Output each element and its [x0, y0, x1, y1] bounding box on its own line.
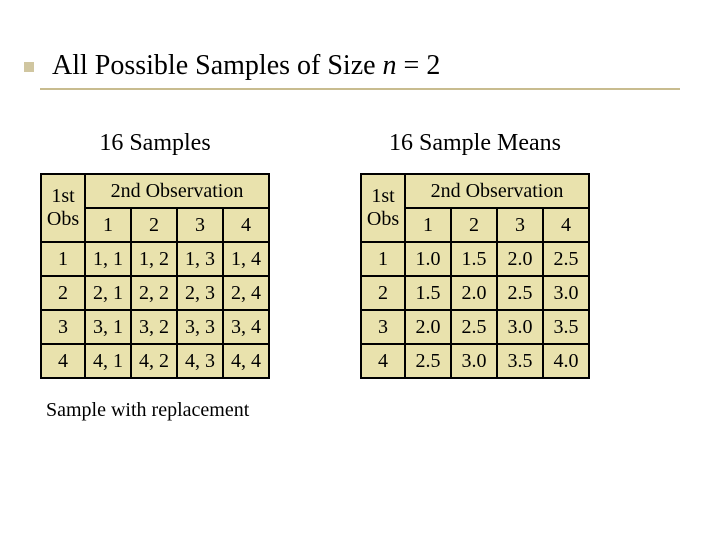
panel-caption-means: 16 Sample Means — [389, 130, 561, 157]
panel-caption-samples: 16 Samples — [99, 130, 210, 157]
header-second-obs: 2nd Observation — [85, 174, 269, 208]
panel-sample-means: 16 Sample Means 1st Obs 2nd Observation … — [360, 130, 590, 379]
col-label: 4 — [223, 208, 269, 242]
cell: 1, 1 — [85, 242, 131, 276]
cell: 3.5 — [543, 310, 589, 344]
title-italic-n: n — [383, 50, 397, 81]
cell: 3.0 — [543, 276, 589, 310]
cell: 3, 2 — [131, 310, 177, 344]
tables-row: 16 Samples 1st Obs 2nd Observation 1 2 3… — [40, 130, 680, 379]
cell: 4, 3 — [177, 344, 223, 378]
table-row: 4 4, 1 4, 2 4, 3 4, 4 — [41, 344, 269, 378]
panel-samples: 16 Samples 1st Obs 2nd Observation 1 2 3… — [40, 130, 270, 379]
cell: 3.0 — [497, 310, 543, 344]
cell: 1.5 — [451, 242, 497, 276]
cell: 2, 4 — [223, 276, 269, 310]
col-label: 1 — [405, 208, 451, 242]
col-label: 3 — [177, 208, 223, 242]
slide-container: All Possible Samples of Size n = 2 16 Sa… — [0, 0, 720, 540]
title-bullet — [24, 62, 34, 72]
cell: 4, 4 — [223, 344, 269, 378]
cell: 3.0 — [451, 344, 497, 378]
title-prefix: All Possible Samples of Size — [52, 50, 383, 81]
row-label: 2 — [41, 276, 85, 310]
cell: 1, 3 — [177, 242, 223, 276]
row-label: 3 — [41, 310, 85, 344]
cell: 2.5 — [543, 242, 589, 276]
slide-title: All Possible Samples of Size n = 2 — [52, 50, 680, 82]
cell: 4, 1 — [85, 344, 131, 378]
cell: 2.0 — [497, 242, 543, 276]
cell: 2, 2 — [131, 276, 177, 310]
cell: 1, 4 — [223, 242, 269, 276]
cell: 2.5 — [497, 276, 543, 310]
table-row: 3 3, 1 3, 2 3, 3 3, 4 — [41, 310, 269, 344]
row-label: 1 — [41, 242, 85, 276]
table-row: 4 2.5 3.0 3.5 4.0 — [361, 344, 589, 378]
col-label: 2 — [451, 208, 497, 242]
row-label: 4 — [41, 344, 85, 378]
header-first-obs: 1st Obs — [361, 174, 405, 242]
col-label: 4 — [543, 208, 589, 242]
header-second-obs: 2nd Observation — [405, 174, 589, 208]
row-label: 2 — [361, 276, 405, 310]
cell: 2.0 — [451, 276, 497, 310]
table-row: 1st Obs 2nd Observation — [361, 174, 589, 208]
col-label: 3 — [497, 208, 543, 242]
cell: 4, 2 — [131, 344, 177, 378]
row-label: 1 — [361, 242, 405, 276]
table-row: 2 1.5 2.0 2.5 3.0 — [361, 276, 589, 310]
cell: 2, 3 — [177, 276, 223, 310]
cell: 3.5 — [497, 344, 543, 378]
cell: 2.5 — [451, 310, 497, 344]
col-label: 2 — [131, 208, 177, 242]
table-row: 3 2.0 2.5 3.0 3.5 — [361, 310, 589, 344]
footer-note: Sample with replacement — [46, 399, 680, 422]
row-label: 3 — [361, 310, 405, 344]
cell: 1, 2 — [131, 242, 177, 276]
table-samples: 1st Obs 2nd Observation 1 2 3 4 1 1, 1 1… — [40, 173, 270, 379]
row-label: 4 — [361, 344, 405, 378]
cell: 3, 1 — [85, 310, 131, 344]
cell: 4.0 — [543, 344, 589, 378]
table-row: 1st Obs 2nd Observation — [41, 174, 269, 208]
header-first-obs: 1st Obs — [41, 174, 85, 242]
table-row: 1 1, 1 1, 2 1, 3 1, 4 — [41, 242, 269, 276]
cell: 2.0 — [405, 310, 451, 344]
cell: 3, 3 — [177, 310, 223, 344]
cell: 1.0 — [405, 242, 451, 276]
table-row: 1 1.0 1.5 2.0 2.5 — [361, 242, 589, 276]
title-underline — [40, 88, 680, 90]
cell: 3, 4 — [223, 310, 269, 344]
table-row: 2 2, 1 2, 2 2, 3 2, 4 — [41, 276, 269, 310]
cell: 2, 1 — [85, 276, 131, 310]
cell: 2.5 — [405, 344, 451, 378]
cell: 1.5 — [405, 276, 451, 310]
col-label: 1 — [85, 208, 131, 242]
table-sample-means: 1st Obs 2nd Observation 1 2 3 4 1 1.0 1.… — [360, 173, 590, 379]
title-suffix: = 2 — [397, 50, 441, 81]
